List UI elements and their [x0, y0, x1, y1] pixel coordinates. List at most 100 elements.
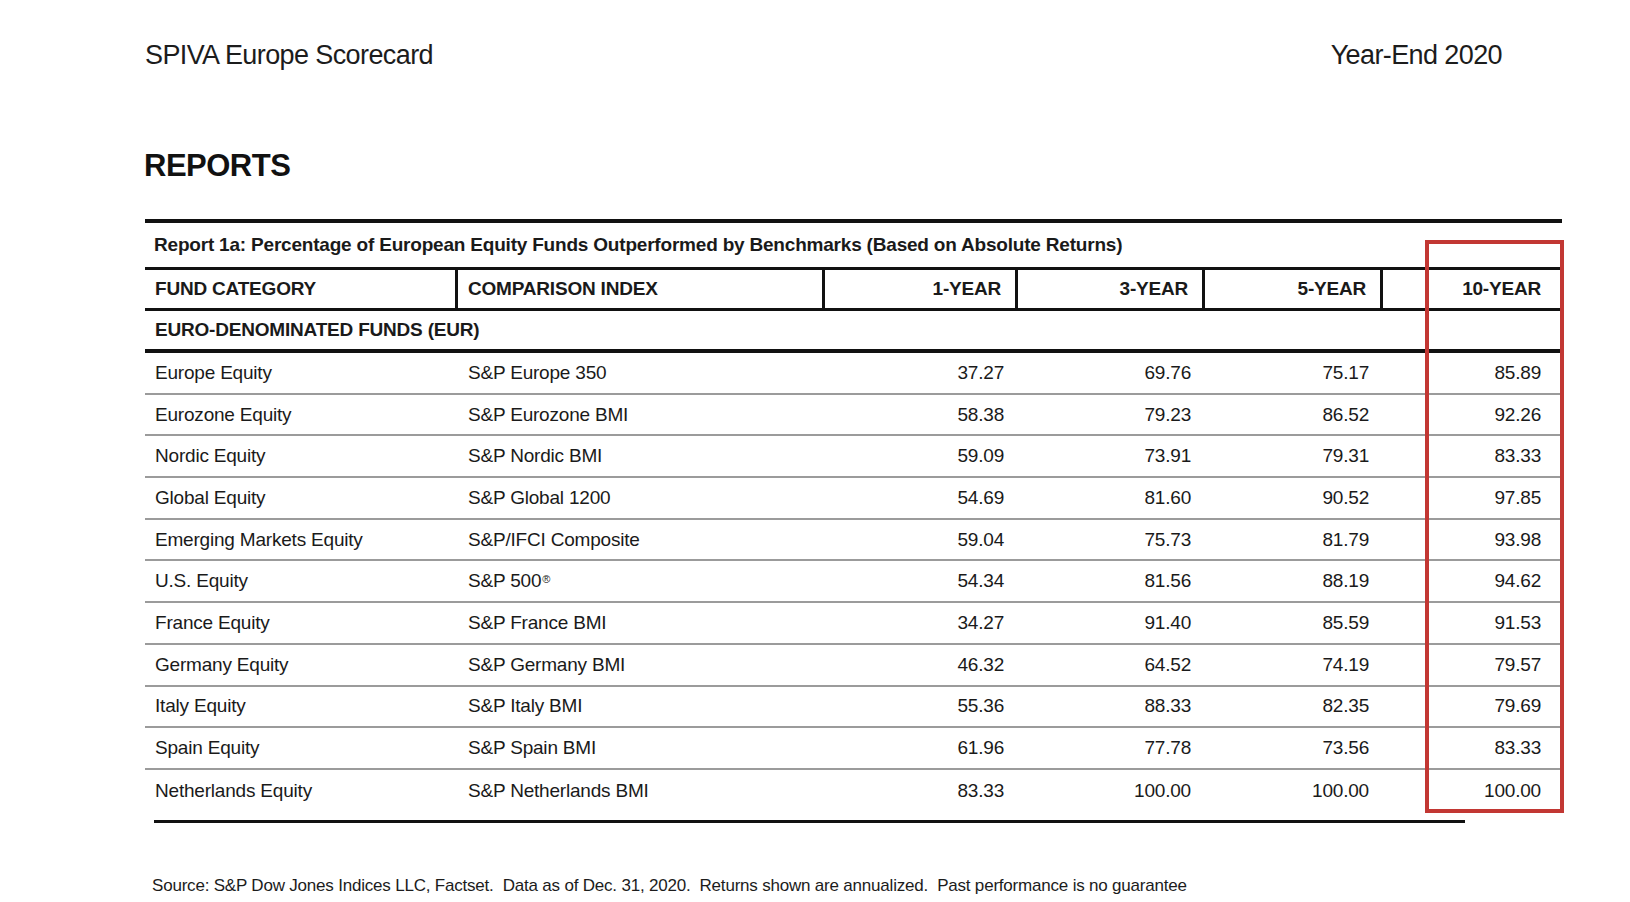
comparison-index-cell: S&P Netherlands BMI [458, 770, 825, 812]
comparison-index-cell: S&P Germany BMI [458, 645, 825, 685]
column-header-comparison-index: COMPARISON INDEX [458, 270, 825, 308]
three-year-cell: 79.23 [1018, 395, 1205, 435]
ten-year-cell: 83.33 [1427, 436, 1562, 476]
fund-category-cell: U.S. Equity [145, 561, 458, 601]
five-year-cell: 75.17 [1205, 353, 1383, 393]
one-year-cell: 54.34 [825, 561, 1018, 601]
table-row: Italy Equity S&P Italy BMI 55.36 88.33 8… [145, 687, 1562, 729]
ten-year-cell: 79.57 [1427, 645, 1562, 685]
table-row: Netherlands Equity S&P Netherlands BMI 8… [145, 770, 1562, 812]
row-gap-cell [1383, 770, 1427, 812]
fund-category-cell: Global Equity [145, 478, 458, 518]
one-year-cell: 83.33 [825, 770, 1018, 812]
column-header-10-year: 10-YEAR [1427, 270, 1562, 308]
row-gap-cell [1383, 520, 1427, 560]
five-year-cell: 79.31 [1205, 436, 1383, 476]
document-page: SPIVA Europe Scorecard Year-End 2020 REP… [0, 0, 1630, 902]
one-year-cell: 37.27 [825, 353, 1018, 393]
reports-heading: REPORTS [144, 148, 290, 184]
table-row: France Equity S&P France BMI 34.27 91.40… [145, 603, 1562, 645]
column-header-3-year: 3-YEAR [1018, 270, 1205, 308]
three-year-cell: 75.73 [1018, 520, 1205, 560]
three-year-cell: 73.91 [1018, 436, 1205, 476]
source-footnote-line1: Source: S&P Dow Jones Indices LLC, Facts… [152, 874, 1187, 897]
report-title: Report 1a: Percentage of European Equity… [145, 223, 1562, 267]
one-year-cell: 61.96 [825, 728, 1018, 768]
table-row: Germany Equity S&P Germany BMI 46.32 64.… [145, 645, 1562, 687]
ten-year-cell: 100.00 [1427, 770, 1562, 812]
row-gap-cell [1383, 728, 1427, 768]
ten-year-cell: 83.33 [1427, 728, 1562, 768]
three-year-cell: 69.76 [1018, 353, 1205, 393]
column-header-fund-category: FUND CATEGORY [145, 270, 458, 308]
comparison-index-cell: S&P Spain BMI [458, 728, 825, 768]
table-row: Spain Equity S&P Spain BMI 61.96 77.78 7… [145, 728, 1562, 770]
table-section-row: EURO-DENOMINATED FUNDS (EUR) [145, 311, 1562, 353]
ten-year-cell: 92.26 [1427, 395, 1562, 435]
fund-category-cell: France Equity [145, 603, 458, 643]
table-row: Eurozone Equity S&P Eurozone BMI 58.38 7… [145, 395, 1562, 437]
table-row: Global Equity S&P Global 1200 54.69 81.6… [145, 478, 1562, 520]
comparison-index-cell: S&P Global 1200 [458, 478, 825, 518]
document-period: Year-End 2020 [1331, 40, 1502, 71]
row-gap-cell [1383, 395, 1427, 435]
fund-category-cell: Italy Equity [145, 687, 458, 727]
column-header-5-year: 5-YEAR [1205, 270, 1383, 308]
table-row: U.S. Equity S&P 500® 54.34 81.56 88.19 9… [145, 561, 1562, 603]
table-row: Emerging Markets Equity S&P/IFCI Composi… [145, 520, 1562, 562]
five-year-cell: 81.79 [1205, 520, 1383, 560]
footnote-divider [154, 820, 1465, 823]
fund-category-cell: Europe Equity [145, 353, 458, 393]
five-year-cell: 85.59 [1205, 603, 1383, 643]
three-year-cell: 77.78 [1018, 728, 1205, 768]
source-footnote: Source: S&P Dow Jones Indices LLC, Facts… [152, 828, 1187, 902]
ten-year-cell: 91.53 [1427, 603, 1562, 643]
row-gap-cell [1383, 436, 1427, 476]
five-year-cell: 88.19 [1205, 561, 1383, 601]
five-year-cell: 82.35 [1205, 687, 1383, 727]
fund-category-cell: Germany Equity [145, 645, 458, 685]
three-year-cell: 91.40 [1018, 603, 1205, 643]
report-table: Report 1a: Percentage of European Equity… [145, 219, 1562, 812]
one-year-cell: 59.09 [825, 436, 1018, 476]
five-year-cell: 100.00 [1205, 770, 1383, 812]
comparison-index-cell: S&P Italy BMI [458, 687, 825, 727]
comparison-index-cell: S&P France BMI [458, 603, 825, 643]
three-year-cell: 81.60 [1018, 478, 1205, 518]
table-header-row: FUND CATEGORY COMPARISON INDEX 1-YEAR 3-… [145, 267, 1562, 311]
table-row: Europe Equity S&P Europe 350 37.27 69.76… [145, 353, 1562, 395]
fund-category-cell: Netherlands Equity [145, 770, 458, 812]
fund-category-cell: Spain Equity [145, 728, 458, 768]
one-year-cell: 46.32 [825, 645, 1018, 685]
fund-category-cell: Emerging Markets Equity [145, 520, 458, 560]
comparison-index-cell: S&P 500® [458, 561, 825, 601]
three-year-cell: 81.56 [1018, 561, 1205, 601]
table-row: Nordic Equity S&P Nordic BMI 59.09 73.91… [145, 436, 1562, 478]
row-gap-cell [1383, 603, 1427, 643]
column-header-1-year: 1-YEAR [825, 270, 1018, 308]
ten-year-cell: 79.69 [1427, 687, 1562, 727]
ten-year-cell: 97.85 [1427, 478, 1562, 518]
three-year-cell: 64.52 [1018, 645, 1205, 685]
fund-category-cell: Nordic Equity [145, 436, 458, 476]
row-gap-cell [1383, 687, 1427, 727]
one-year-cell: 55.36 [825, 687, 1018, 727]
one-year-cell: 54.69 [825, 478, 1018, 518]
three-year-cell: 100.00 [1018, 770, 1205, 812]
fund-category-cell: Eurozone Equity [145, 395, 458, 435]
document-title: SPIVA Europe Scorecard [145, 40, 433, 71]
five-year-cell: 90.52 [1205, 478, 1383, 518]
row-gap-cell [1383, 645, 1427, 685]
comparison-index-cell: S&P/IFCI Composite [458, 520, 825, 560]
one-year-cell: 34.27 [825, 603, 1018, 643]
row-gap-cell [1383, 353, 1427, 393]
comparison-index-cell: S&P Nordic BMI [458, 436, 825, 476]
ten-year-cell: 85.89 [1427, 353, 1562, 393]
one-year-cell: 59.04 [825, 520, 1018, 560]
one-year-cell: 58.38 [825, 395, 1018, 435]
ten-year-cell: 93.98 [1427, 520, 1562, 560]
three-year-cell: 88.33 [1018, 687, 1205, 727]
five-year-cell: 73.56 [1205, 728, 1383, 768]
row-gap-cell [1383, 478, 1427, 518]
row-gap-cell [1383, 561, 1427, 601]
